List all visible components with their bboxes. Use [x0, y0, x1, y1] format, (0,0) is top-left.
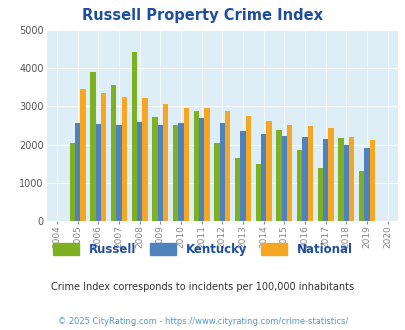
- Bar: [363, 148, 369, 221]
- Bar: [224, 111, 230, 221]
- Bar: [328, 128, 333, 221]
- Bar: [152, 117, 157, 221]
- Bar: [337, 138, 343, 221]
- Bar: [173, 125, 178, 221]
- Bar: [142, 98, 147, 221]
- Bar: [131, 52, 136, 221]
- Bar: [266, 121, 271, 221]
- Bar: [198, 118, 204, 221]
- Bar: [193, 111, 198, 221]
- Legend: Russell, Kentucky, National: Russell, Kentucky, National: [47, 237, 358, 262]
- Bar: [275, 130, 281, 221]
- Text: © 2025 CityRating.com - https://www.cityrating.com/crime-statistics/: © 2025 CityRating.com - https://www.city…: [58, 317, 347, 326]
- Bar: [214, 143, 219, 221]
- Bar: [281, 136, 286, 221]
- Bar: [307, 126, 312, 221]
- Bar: [162, 104, 168, 221]
- Bar: [240, 131, 245, 221]
- Bar: [301, 137, 307, 221]
- Bar: [101, 93, 106, 221]
- Bar: [157, 125, 162, 221]
- Bar: [136, 121, 142, 221]
- Bar: [358, 171, 363, 221]
- Bar: [255, 164, 260, 221]
- Bar: [234, 158, 240, 221]
- Bar: [90, 72, 96, 221]
- Bar: [260, 134, 266, 221]
- Bar: [111, 85, 116, 221]
- Bar: [219, 123, 224, 221]
- Bar: [348, 137, 354, 221]
- Bar: [80, 89, 85, 221]
- Bar: [245, 116, 250, 221]
- Bar: [178, 123, 183, 221]
- Bar: [317, 168, 322, 221]
- Text: Russell Property Crime Index: Russell Property Crime Index: [82, 8, 323, 23]
- Text: Crime Index corresponds to incidents per 100,000 inhabitants: Crime Index corresponds to incidents per…: [51, 282, 354, 292]
- Bar: [96, 124, 101, 221]
- Bar: [286, 125, 292, 221]
- Bar: [75, 123, 80, 221]
- Bar: [343, 145, 348, 221]
- Bar: [322, 139, 328, 221]
- Bar: [122, 97, 127, 221]
- Bar: [183, 108, 189, 221]
- Bar: [69, 143, 75, 221]
- Bar: [369, 140, 374, 221]
- Bar: [296, 150, 301, 221]
- Bar: [204, 108, 209, 221]
- Bar: [116, 125, 121, 221]
